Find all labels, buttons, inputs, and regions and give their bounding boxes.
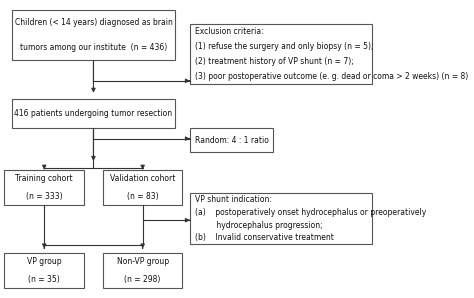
Text: (n = 333): (n = 333) — [26, 192, 63, 201]
Text: hydrocephalus progression;: hydrocephalus progression; — [194, 221, 322, 229]
Text: Non-VP group: Non-VP group — [117, 257, 169, 266]
Text: (n = 298): (n = 298) — [125, 275, 161, 284]
FancyBboxPatch shape — [190, 193, 372, 244]
Text: VP group: VP group — [27, 257, 62, 266]
Text: Exclusion criteria:: Exclusion criteria: — [194, 27, 263, 36]
Text: (3) poor postoperative outcome (e. g. dead or coma > 2 weeks) (n = 8): (3) poor postoperative outcome (e. g. de… — [194, 72, 468, 81]
FancyBboxPatch shape — [12, 99, 175, 128]
Text: Training cohort: Training cohort — [16, 174, 73, 183]
Text: Children (< 14 years) diagnosed as brain: Children (< 14 years) diagnosed as brain — [15, 18, 173, 27]
Text: Random: 4 : 1 ratio: Random: 4 : 1 ratio — [194, 136, 268, 145]
Text: (a)    postoperatively onset hydrocephalus or preoperatively: (a) postoperatively onset hydrocephalus … — [194, 208, 426, 217]
Text: (2) treatment history of VP shunt (n = 7);: (2) treatment history of VP shunt (n = 7… — [194, 57, 353, 66]
Text: 416 patients undergoing tumor resection: 416 patients undergoing tumor resection — [14, 109, 173, 118]
Text: tumors among our institute  (n = 436): tumors among our institute (n = 436) — [20, 43, 167, 52]
FancyBboxPatch shape — [103, 253, 182, 288]
FancyBboxPatch shape — [12, 10, 175, 60]
FancyBboxPatch shape — [103, 170, 182, 205]
Text: VP shunt indication:: VP shunt indication: — [194, 195, 272, 204]
FancyBboxPatch shape — [4, 253, 84, 288]
Text: (b)    Invalid conservative treatment: (b) Invalid conservative treatment — [194, 233, 333, 242]
Text: (n = 35): (n = 35) — [28, 275, 60, 284]
FancyBboxPatch shape — [190, 24, 372, 84]
FancyBboxPatch shape — [4, 170, 84, 205]
Text: (1) refuse the surgery and only biopsy (n = 5);: (1) refuse the surgery and only biopsy (… — [194, 42, 373, 51]
Text: Validation cohort: Validation cohort — [110, 174, 175, 183]
FancyBboxPatch shape — [190, 128, 273, 152]
Text: (n = 83): (n = 83) — [127, 192, 158, 201]
